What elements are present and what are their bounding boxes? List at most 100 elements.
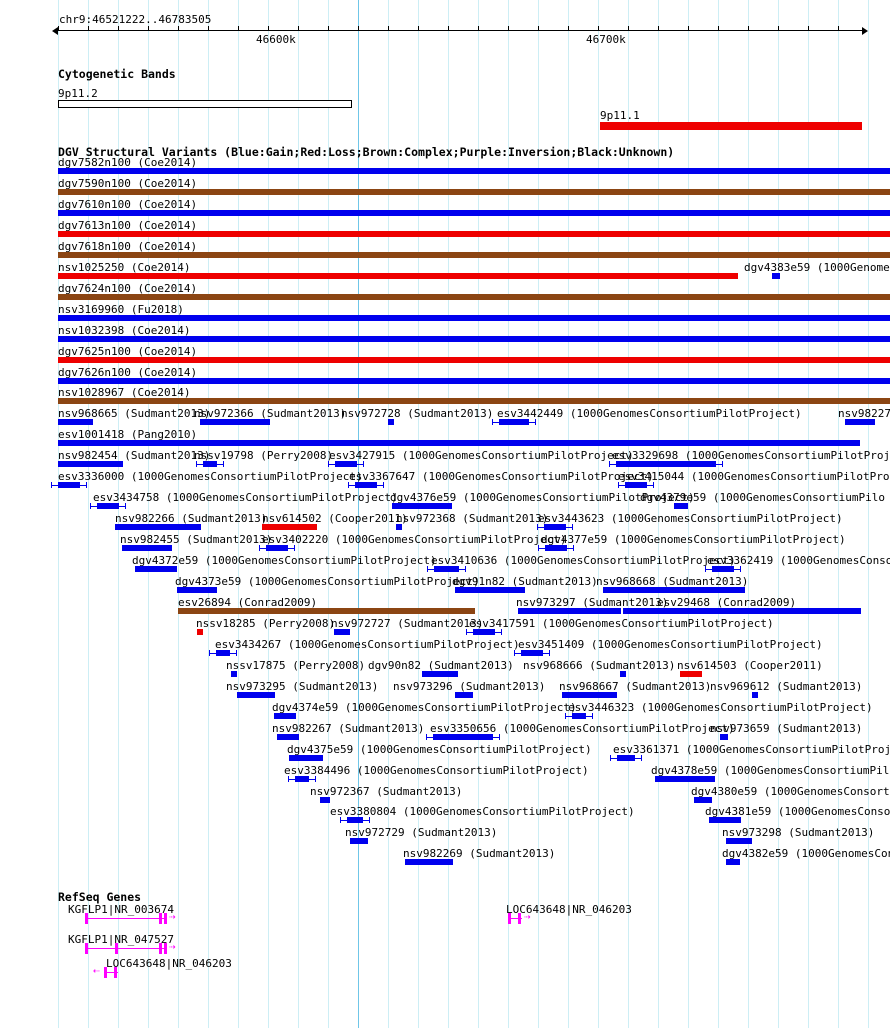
variant-bar[interactable] xyxy=(694,797,712,803)
variant-bar[interactable] xyxy=(674,503,688,509)
variant-bar[interactable] xyxy=(680,671,702,677)
variant-bar[interactable] xyxy=(544,524,566,530)
ruler-tick xyxy=(148,26,149,31)
variant-bar[interactable] xyxy=(623,608,861,614)
variant-bar[interactable] xyxy=(518,608,621,614)
variant-bar[interactable] xyxy=(752,692,758,698)
variant-bar[interactable] xyxy=(58,419,93,425)
variant-bar[interactable] xyxy=(335,461,357,467)
variant-bar[interactable] xyxy=(295,776,309,782)
variant-bar[interactable] xyxy=(200,419,270,425)
variant-bar[interactable] xyxy=(266,545,288,551)
variant-bar[interactable] xyxy=(97,503,119,509)
variant-bar[interactable] xyxy=(58,336,890,342)
gene-exon[interactable] xyxy=(85,943,88,954)
variant-bar[interactable] xyxy=(350,838,368,844)
variant-bar[interactable] xyxy=(709,817,741,823)
variant-bar[interactable] xyxy=(58,482,80,488)
variant-bar[interactable] xyxy=(726,838,752,844)
gene-exon[interactable] xyxy=(85,913,88,924)
variant-bar[interactable] xyxy=(355,482,377,488)
gene-exon[interactable] xyxy=(164,943,167,954)
variant-bar[interactable] xyxy=(58,398,890,404)
variant-bar[interactable] xyxy=(197,629,203,635)
gene-exon[interactable] xyxy=(115,943,118,954)
variant-bar[interactable] xyxy=(231,671,237,677)
variant-bar[interactable] xyxy=(58,294,890,300)
variant-bar[interactable] xyxy=(392,503,452,509)
variant-bar[interactable] xyxy=(115,524,201,530)
gene-exon[interactable] xyxy=(508,913,511,924)
variant-bar[interactable] xyxy=(58,231,890,237)
variant-bar[interactable] xyxy=(58,378,890,384)
variant-bar[interactable] xyxy=(603,587,745,593)
variant-bar[interactable] xyxy=(562,692,617,698)
gene-exon[interactable] xyxy=(104,967,107,978)
variant-bar[interactable] xyxy=(521,650,543,656)
variant-bar[interactable] xyxy=(58,440,860,446)
variant-bar[interactable] xyxy=(58,461,123,467)
variant-label: dgv4377e59 (1000GenomesConsortiumPilotPr… xyxy=(541,533,846,546)
variant-bar[interactable] xyxy=(58,357,890,363)
variant-bar[interactable] xyxy=(178,608,475,614)
variant-bar[interactable] xyxy=(396,524,402,530)
variant-bar[interactable] xyxy=(572,713,586,719)
variant-bar[interactable] xyxy=(845,419,875,425)
ruler-left-arrow xyxy=(52,27,58,35)
variant-bar[interactable] xyxy=(617,755,635,761)
variant-bar[interactable] xyxy=(274,713,296,719)
gene-exon[interactable] xyxy=(164,913,167,924)
variant-bar[interactable] xyxy=(422,671,458,677)
variant-bar[interactable] xyxy=(405,859,453,865)
variant-bar[interactable] xyxy=(135,566,177,572)
gridline xyxy=(238,0,239,1028)
variant-bar[interactable] xyxy=(334,629,350,635)
variant-bar[interactable] xyxy=(277,734,299,740)
gene-exon[interactable] xyxy=(114,967,117,978)
ruler-tick xyxy=(88,26,89,31)
variant-label: nsv1028967 (Coe2014) xyxy=(58,386,191,399)
variant-bar[interactable] xyxy=(433,734,493,740)
gene-exon[interactable] xyxy=(159,913,162,924)
variant-bar[interactable] xyxy=(289,755,323,761)
variant-bar[interactable] xyxy=(203,461,217,467)
variant-bar[interactable] xyxy=(499,419,529,425)
variant-bar[interactable] xyxy=(712,566,734,572)
gene-strand-right-arrow: ⇢ xyxy=(169,940,176,953)
variant-bar[interactable] xyxy=(625,482,647,488)
gene-exon[interactable] xyxy=(518,913,521,924)
variant-bar[interactable] xyxy=(455,692,473,698)
variant-bar[interactable] xyxy=(58,315,890,321)
cytoband[interactable] xyxy=(58,100,352,108)
variant-bar[interactable] xyxy=(216,650,230,656)
variant-bar[interactable] xyxy=(320,797,330,803)
variant-bar[interactable] xyxy=(620,671,626,677)
variant-bar[interactable] xyxy=(58,273,738,279)
variant-bar[interactable] xyxy=(545,545,567,551)
variant-bar[interactable] xyxy=(262,524,317,530)
variant-bar[interactable] xyxy=(772,273,780,279)
variant-bar[interactable] xyxy=(177,587,217,593)
variant-bar[interactable] xyxy=(616,461,716,467)
variant-bar[interactable] xyxy=(122,545,172,551)
gridline xyxy=(538,0,539,1028)
variant-bar[interactable] xyxy=(347,817,363,823)
variant-whisker-cap xyxy=(492,419,493,425)
variant-bar[interactable] xyxy=(58,210,890,216)
variant-bar[interactable] xyxy=(58,252,890,258)
variant-bar[interactable] xyxy=(720,734,728,740)
variant-bar[interactable] xyxy=(655,776,715,782)
variant-label: esv3402220 (1000GenomesConsortiumPilotPr… xyxy=(262,533,567,546)
variant-bar[interactable] xyxy=(237,692,275,698)
variant-bar[interactable] xyxy=(455,587,525,593)
gene-exon[interactable] xyxy=(159,943,162,954)
cytoband[interactable] xyxy=(600,122,862,130)
variant-bar[interactable] xyxy=(434,566,459,572)
variant-bar[interactable] xyxy=(58,168,890,174)
variant-whisker-cap xyxy=(740,566,741,572)
variant-bar[interactable] xyxy=(726,859,740,865)
variant-bar[interactable] xyxy=(388,419,394,425)
variant-bar[interactable] xyxy=(473,629,495,635)
variant-bar[interactable] xyxy=(58,189,890,195)
